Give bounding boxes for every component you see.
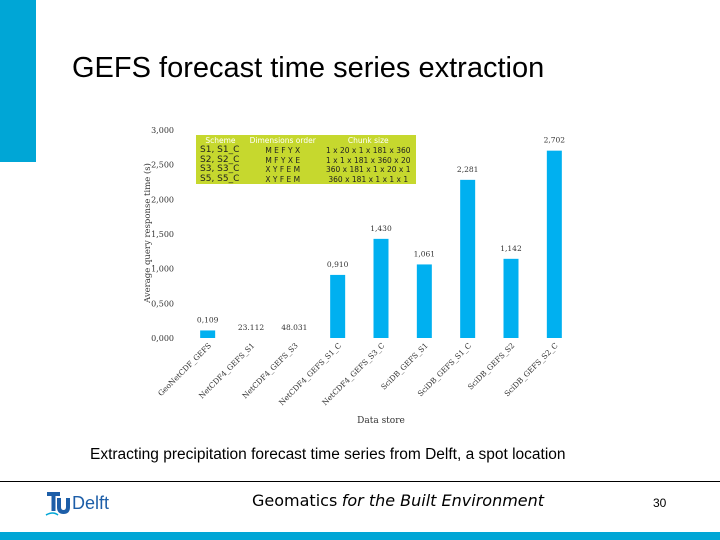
data-label: 2,281: [457, 165, 478, 174]
bar: [416, 264, 432, 338]
bottom-strip: [0, 532, 720, 540]
legend-scheme: S2, S2_C: [200, 154, 240, 165]
slide-caption: Extracting precipitation forecast time s…: [90, 446, 566, 463]
legend-dimensions: X Y F E M: [265, 174, 301, 184]
legend-chunk: 1 x 20 x 1 x 181 x 360: [325, 146, 411, 155]
legend-scheme: S1, S1_C: [200, 145, 240, 155]
x-axis-label: Data store: [357, 416, 405, 426]
data-label: 0,109: [197, 315, 219, 324]
footer-tagline: Geomatics for the Built Environment: [252, 491, 544, 511]
logo-text: Delft: [72, 492, 110, 513]
tu-flame-icon: [45, 492, 70, 516]
x-axis-ticks: GeoNetCDF_GEFSNetCDF4_GEFS_S1NetCDF4_GEF…: [156, 341, 560, 407]
legend-dimensions: M E F Y X: [265, 146, 301, 155]
y-tick-label: 1,000: [151, 265, 174, 274]
data-labels: 0,109 23.112 48.031 0,910 1,430 1,061 2,281 1,1…: [197, 136, 565, 332]
y-tick-label: 2,500: [151, 161, 174, 170]
data-label: 2,702: [544, 136, 566, 145]
bar-chart: 0,000 0,500 1,000 1,500 2,000 2,500 3,000 0,10…: [142, 126, 565, 426]
slide-title: GEFS forecast time series extraction: [72, 52, 545, 84]
legend-dimensions: X Y F E M: [265, 165, 301, 174]
y-tick-label: 2,000: [151, 195, 174, 204]
bar-series: [200, 150, 562, 338]
legend-scheme: S5, S5_C: [200, 173, 240, 184]
x-tick-label: SciDB_GEFS_S2: [466, 341, 517, 392]
data-label: 1,142: [500, 244, 522, 253]
y-tick-label: 1,500: [151, 230, 174, 239]
y-tick-label: 0,500: [151, 299, 174, 308]
legend-row: S5, S5_C X Y F E M 360 x 181 x 1 x 1 x 1: [196, 173, 416, 185]
accent-bar: [0, 0, 36, 162]
legend-row: S1, S1_C M E F Y X 1 x 20 x 1 x 181 x 36…: [196, 145, 416, 156]
bar: [200, 330, 216, 338]
legend-dimensions: M F Y X E: [265, 155, 301, 165]
page-number: 30: [653, 496, 667, 510]
footer-tagline-bold: Geomatics: [252, 491, 338, 510]
footer-divider: [0, 481, 720, 482]
legend-chunk: 360 x 181 x 1 x 1 x 1: [328, 174, 409, 184]
tu-delft-logo: Delft: [44, 488, 109, 518]
legend-row: S3, S3_C X Y F E M 360 x 181 x 1 x 20 x …: [196, 164, 416, 175]
footer-tagline-italic: for the Built Environment: [341, 491, 545, 510]
legend-scheme: S3, S3_C: [200, 164, 240, 174]
legend-table: Scheme Dimensions order Chunk size S1, S…: [196, 135, 416, 184]
bar: [503, 258, 519, 338]
bar: [330, 274, 346, 338]
legend-chunk: 1 x 1 x 181 x 360 x 20: [325, 155, 411, 165]
bar: [460, 179, 476, 338]
y-axis-label: Average query response time (s): [142, 163, 153, 304]
x-tick-label: SciDB_GEFS_S1: [379, 341, 430, 392]
y-axis-ticks: 0,000 0,500 1,000 1,500 2,000 2,500 3,000: [151, 126, 174, 343]
data-label: 0,910: [327, 260, 349, 269]
y-tick-label: 3,000: [151, 126, 174, 135]
data-label: 23.112: [238, 323, 264, 332]
data-label: 48.031: [281, 323, 307, 332]
legend-chunk: 360 x 181 x 1 x 20 x 1: [325, 165, 411, 174]
data-label: 1,061: [414, 249, 435, 258]
legend-header-chunk: Chunk size: [347, 136, 389, 145]
data-label: 1,430: [370, 224, 392, 233]
y-tick-label: 0,000: [151, 334, 174, 343]
legend-header-scheme: Scheme: [205, 136, 236, 145]
bar: [546, 150, 562, 338]
legend-header-dimensions: Dimensions order: [249, 136, 316, 145]
legend-header-row: Scheme Dimensions order Chunk size: [196, 135, 416, 146]
legend-row: S2, S2_C M F Y X E 1 x 1 x 181 x 360 x 2…: [196, 154, 416, 166]
bar: [373, 238, 389, 338]
